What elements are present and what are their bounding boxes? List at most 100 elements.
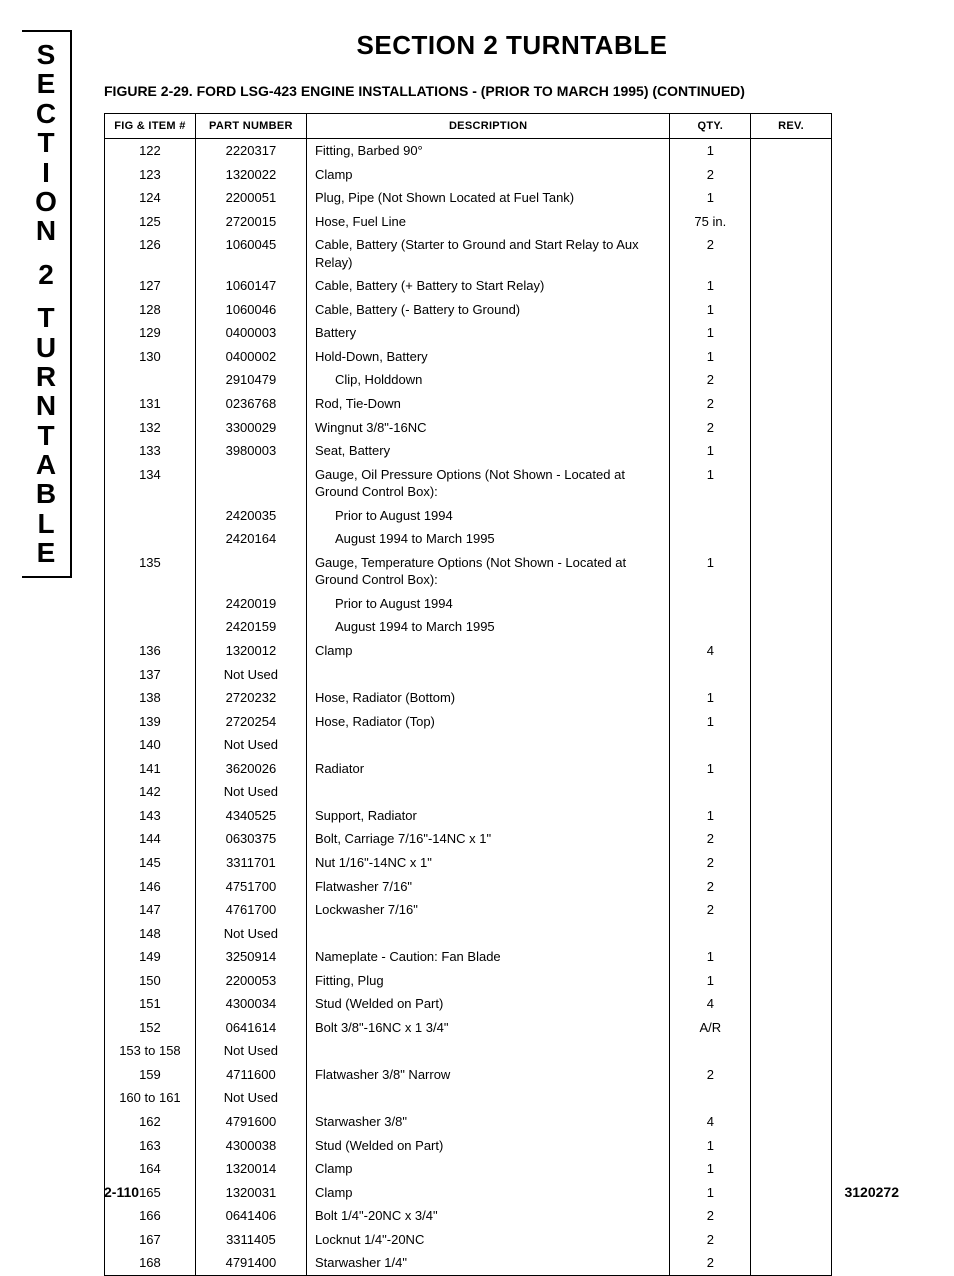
table-cell xyxy=(751,504,832,528)
table-cell: 144 xyxy=(105,827,196,851)
table-cell: Bolt 3/8"-16NC x 1 3/4" xyxy=(306,1016,670,1040)
table-cell: 151 xyxy=(105,992,196,1016)
table-cell: Fitting, Plug xyxy=(306,969,670,993)
side-tab-letter: N xyxy=(22,391,70,420)
table-cell xyxy=(306,780,670,804)
table-cell: Wingnut 3/8"-16NC xyxy=(306,416,670,440)
table-cell: 4711600 xyxy=(195,1063,306,1087)
table-cell: 164 xyxy=(105,1157,196,1181)
table-cell: 162 xyxy=(105,1110,196,1134)
table-row: 1231320022Clamp2 xyxy=(105,163,832,187)
table-cell xyxy=(751,1039,832,1063)
section-side-tab: SECTION2TURNTABLE xyxy=(22,30,72,578)
table-cell: 2200051 xyxy=(195,186,306,210)
table-cell xyxy=(751,1228,832,1252)
table-cell: 160 to 161 xyxy=(105,1086,196,1110)
table-row: 1261060045Cable, Battery (Starter to Gro… xyxy=(105,233,832,274)
table-cell: 128 xyxy=(105,298,196,322)
table-cell xyxy=(751,780,832,804)
side-tab-letter: R xyxy=(22,362,70,391)
section-title: SECTION 2 TURNTABLE xyxy=(100,30,924,61)
side-tab-letter: E xyxy=(22,69,70,98)
table-row: 1392720254Hose, Radiator (Top)1 xyxy=(105,710,832,734)
table-cell xyxy=(751,827,832,851)
table-cell: 142 xyxy=(105,780,196,804)
table-cell: Clamp xyxy=(306,163,670,187)
table-cell: 2 xyxy=(670,898,751,922)
table-cell: 163 xyxy=(105,1134,196,1158)
table-cell: 159 xyxy=(105,1063,196,1087)
table-cell: 1 xyxy=(670,463,751,504)
table-cell: 2 xyxy=(670,1204,751,1228)
table-cell xyxy=(670,527,751,551)
table-cell xyxy=(306,663,670,687)
table-row: 1310236768Rod, Tie-Down2 xyxy=(105,392,832,416)
table-cell xyxy=(670,592,751,616)
table-cell: Not Used xyxy=(195,733,306,757)
table-cell: 2 xyxy=(670,1228,751,1252)
table-row: 1660641406Bolt 1/4"-20NC x 3/4"2 xyxy=(105,1204,832,1228)
table-cell xyxy=(751,710,832,734)
table-cell: Gauge, Oil Pressure Options (Not Shown -… xyxy=(306,463,670,504)
table-row: 137Not Used xyxy=(105,663,832,687)
table-row: 2420019Prior to August 1994 xyxy=(105,592,832,616)
table-cell xyxy=(670,663,751,687)
table-cell xyxy=(751,368,832,392)
table-row: 1493250914Nameplate - Caution: Fan Blade… xyxy=(105,945,832,969)
table-cell: Plug, Pipe (Not Shown Located at Fuel Ta… xyxy=(306,186,670,210)
table-cell: Flatwasher 7/16" xyxy=(306,875,670,899)
table-cell: 131 xyxy=(105,392,196,416)
table-row: 1464751700Flatwasher 7/16"2 xyxy=(105,875,832,899)
table-cell: 1 xyxy=(670,969,751,993)
table-cell: 133 xyxy=(105,439,196,463)
table-row: 1281060046Cable, Battery (- Battery to G… xyxy=(105,298,832,322)
table-cell: 0400002 xyxy=(195,345,306,369)
table-cell: 1 xyxy=(670,710,751,734)
table-cell xyxy=(751,163,832,187)
table-cell: Locknut 1/4"-20NC xyxy=(306,1228,670,1252)
table-cell xyxy=(751,757,832,781)
table-cell xyxy=(751,233,832,274)
table-cell: 132 xyxy=(105,416,196,440)
table-cell: Clamp xyxy=(306,1157,670,1181)
table-cell: 126 xyxy=(105,233,196,274)
table-cell: 2220317 xyxy=(195,139,306,163)
table-cell: 1 xyxy=(670,439,751,463)
table-row: 135Gauge, Temperature Options (Not Shown… xyxy=(105,551,832,592)
table-cell: 1060046 xyxy=(195,298,306,322)
table-cell xyxy=(195,463,306,504)
table-cell xyxy=(670,615,751,639)
table-row: 1290400003Battery1 xyxy=(105,321,832,345)
table-cell: 138 xyxy=(105,686,196,710)
table-cell xyxy=(306,1039,670,1063)
table-cell: 75 in. xyxy=(670,210,751,234)
table-cell: Nut 1/16"-14NC x 1" xyxy=(306,851,670,875)
side-tab-letter: N xyxy=(22,216,70,245)
table-cell xyxy=(751,1016,832,1040)
table-cell: 4300034 xyxy=(195,992,306,1016)
table-row: 2420164August 1994 to March 1995 xyxy=(105,527,832,551)
table-cell: 4 xyxy=(670,992,751,1016)
table-cell: August 1994 to March 1995 xyxy=(306,615,670,639)
table-cell xyxy=(105,504,196,528)
table-row: 2420159August 1994 to March 1995 xyxy=(105,615,832,639)
col-part-header: PART NUMBER xyxy=(195,114,306,139)
table-row: 1641320014Clamp1 xyxy=(105,1157,832,1181)
footer-doc-num: 3120272 xyxy=(844,1184,899,1200)
table-cell: Starwasher 1/4" xyxy=(306,1251,670,1275)
table-cell: 0400003 xyxy=(195,321,306,345)
table-cell: August 1994 to March 1995 xyxy=(306,527,670,551)
table-cell: 166 xyxy=(105,1204,196,1228)
table-cell xyxy=(670,1086,751,1110)
table-row: 1624791600Starwasher 3/8"4 xyxy=(105,1110,832,1134)
table-row: 1323300029Wingnut 3/8"-16NC2 xyxy=(105,416,832,440)
table-cell: Hose, Radiator (Top) xyxy=(306,710,670,734)
table-cell: 152 xyxy=(105,1016,196,1040)
table-row: 153 to 158Not Used xyxy=(105,1039,832,1063)
table-cell: 1 xyxy=(670,945,751,969)
table-cell: Hold-Down, Battery xyxy=(306,345,670,369)
table-cell xyxy=(670,504,751,528)
table-cell: 1 xyxy=(670,274,751,298)
table-cell: 4300038 xyxy=(195,1134,306,1158)
table-cell xyxy=(670,1039,751,1063)
